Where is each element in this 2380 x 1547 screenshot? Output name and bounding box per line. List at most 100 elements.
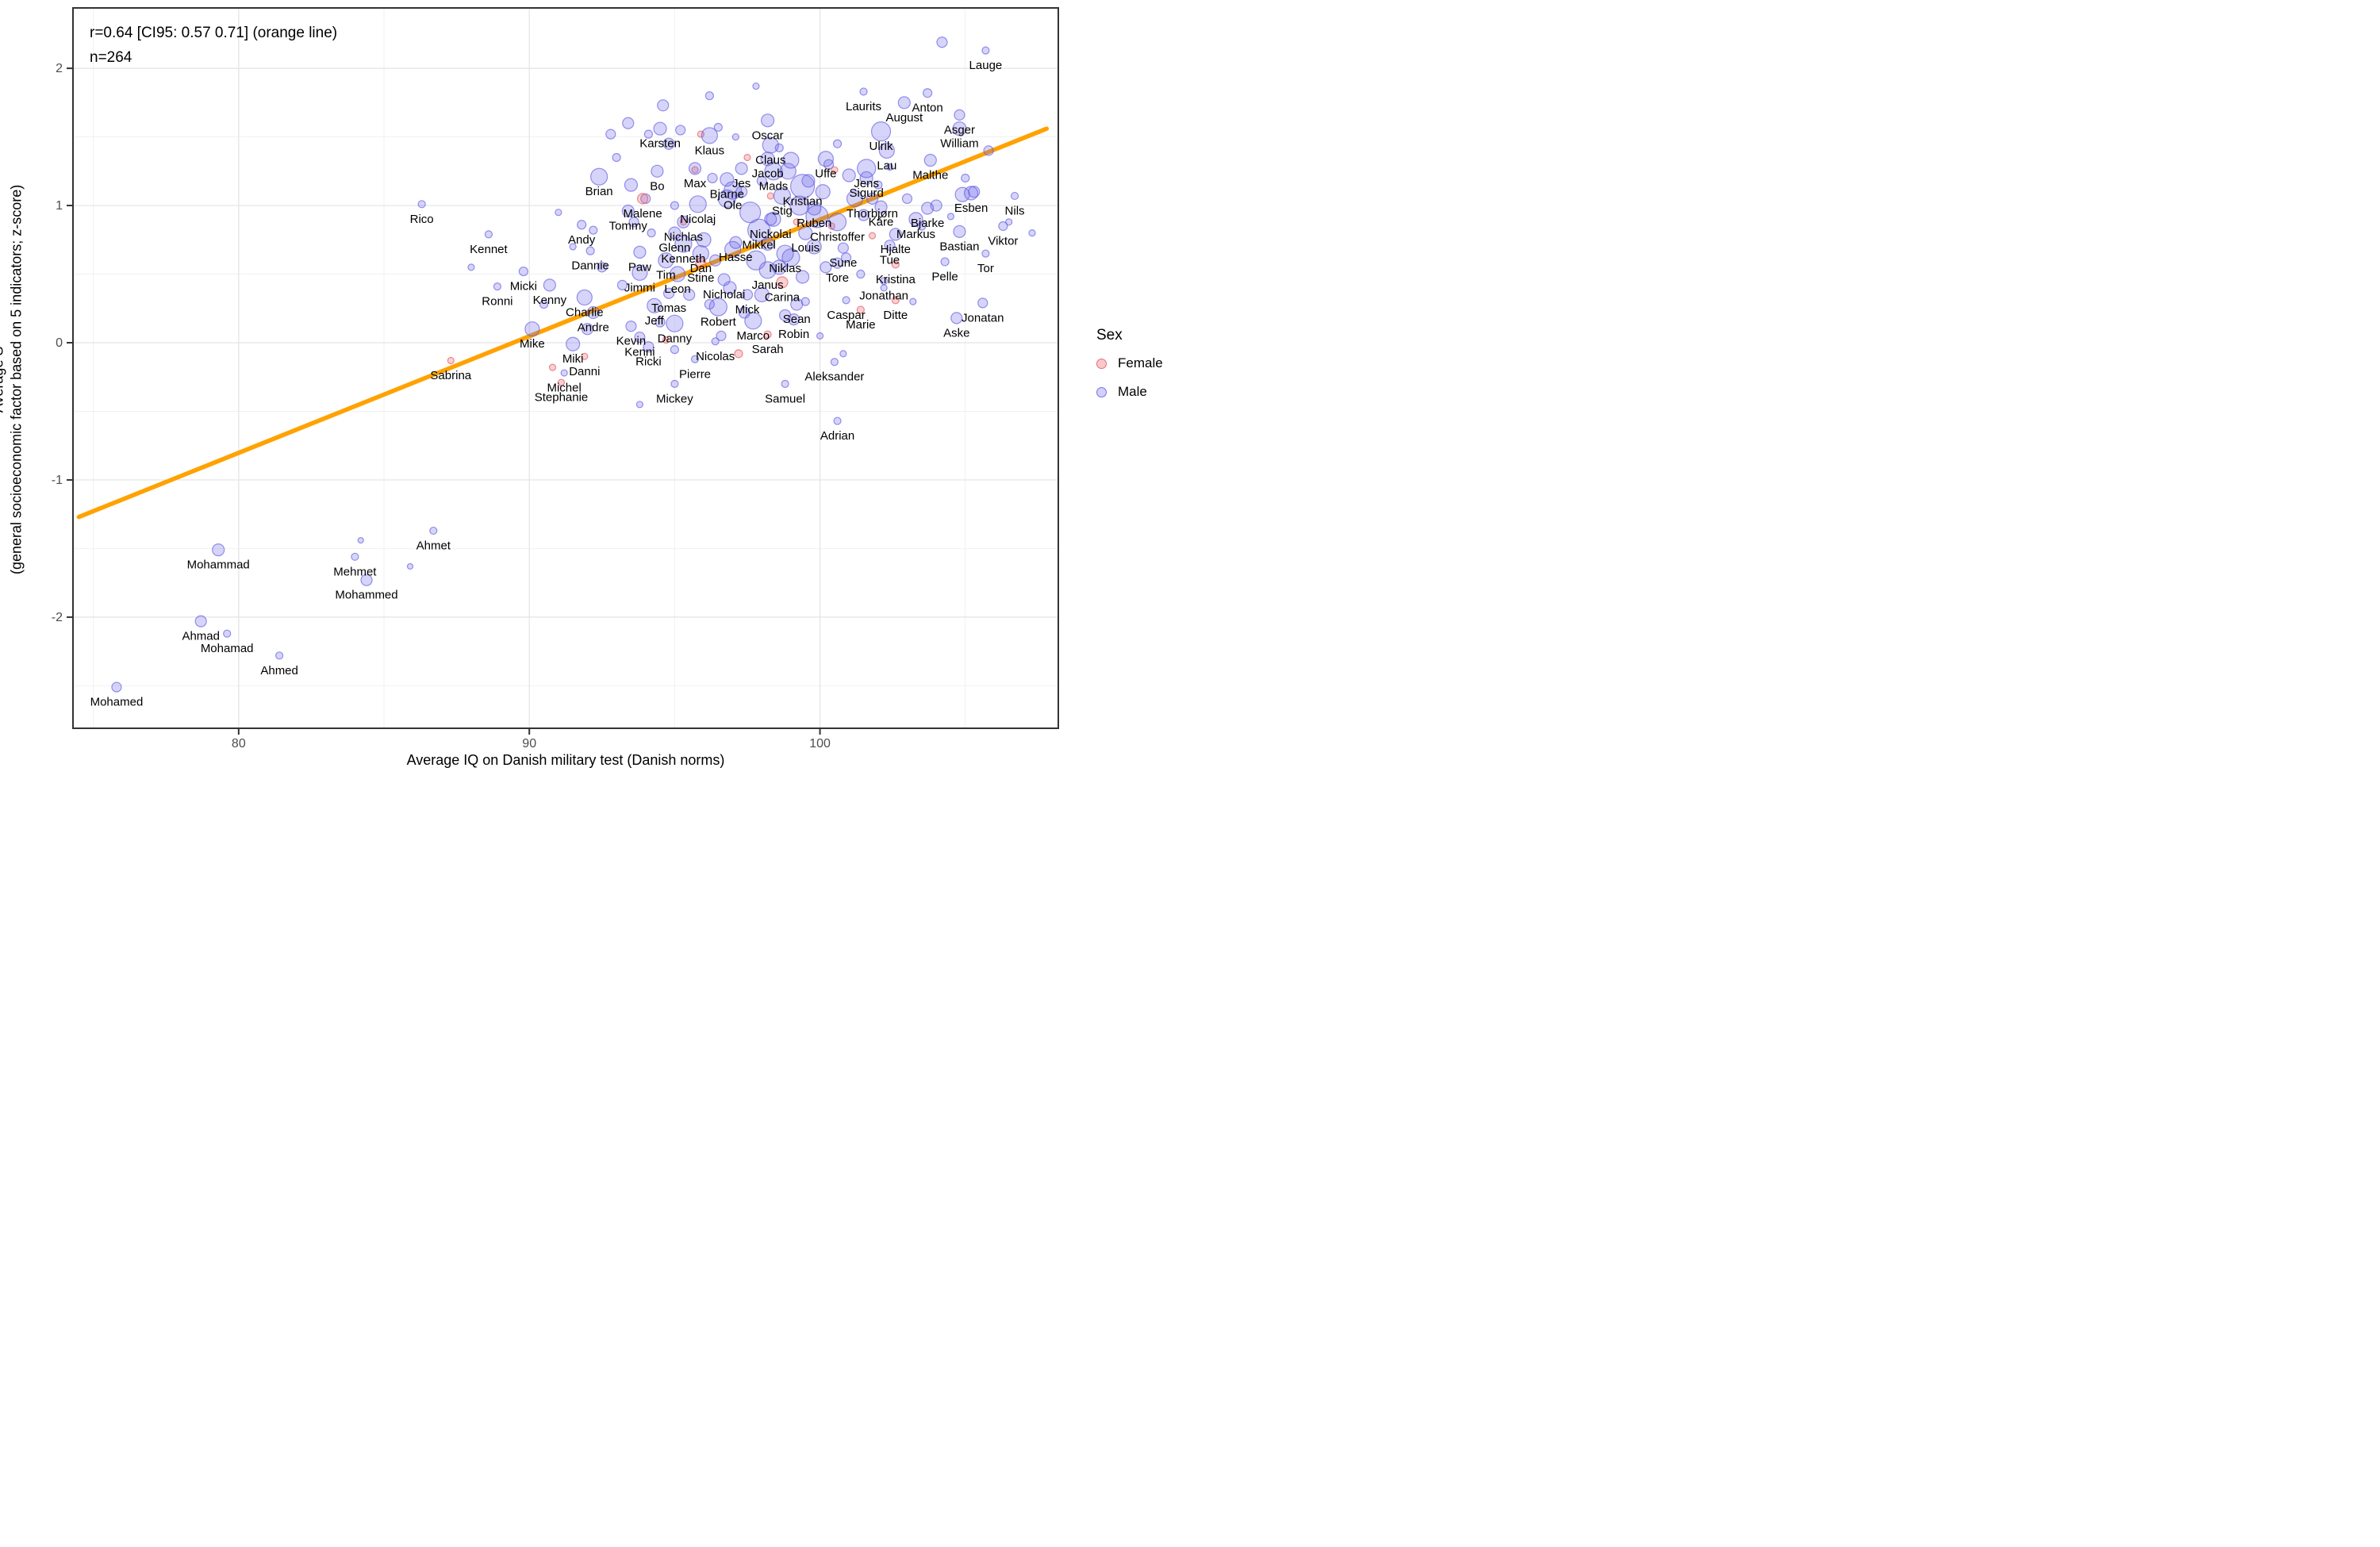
female-data-point <box>868 232 877 240</box>
point-label: Viktor <box>988 234 1018 248</box>
male-data-point <box>662 137 675 150</box>
point-label: Sarah <box>752 343 784 356</box>
point-label: Karsten <box>639 137 681 151</box>
point-label: Aleksander <box>804 370 864 384</box>
point-label: Mohamad <box>201 642 254 655</box>
point-label: Micki <box>510 280 537 294</box>
male-data-point <box>576 289 593 306</box>
male-data-point <box>741 289 754 301</box>
male-data-point <box>729 236 743 249</box>
male-data-point <box>764 213 777 226</box>
male-data-point <box>429 526 438 536</box>
female-data-point <box>662 336 670 344</box>
y-tick-label: 1 <box>56 199 63 213</box>
point-label: Marie <box>846 318 876 332</box>
male-data-point <box>581 323 594 336</box>
male-data-point <box>560 369 568 377</box>
point-label: Sune <box>829 256 857 270</box>
male-data-point <box>760 152 775 167</box>
male-data-point <box>909 298 917 305</box>
point-label: Mohammad <box>187 559 250 572</box>
male-data-point <box>1028 229 1036 237</box>
male-data-point <box>707 172 718 184</box>
male-data-point <box>621 204 635 218</box>
point-label: Bo <box>650 179 664 193</box>
point-label: Sabrina <box>430 369 471 382</box>
point-label: Nicolaj <box>680 213 716 226</box>
male-data-point <box>688 162 702 175</box>
point-label: Tue <box>880 254 900 267</box>
male-data-point <box>631 264 648 281</box>
male-data-point <box>856 269 866 279</box>
male-data-point <box>724 181 743 200</box>
male-data-point <box>859 87 868 96</box>
male-data-point <box>789 195 810 216</box>
female-dot-icon <box>1096 358 1107 369</box>
point-label: Aske <box>943 326 969 340</box>
male-data-point <box>590 167 608 186</box>
male-data-point <box>708 298 727 317</box>
male-data-point <box>779 163 797 180</box>
point-label: Kristian <box>783 194 823 208</box>
point-label: Claus <box>755 153 785 167</box>
point-label: Jacob <box>752 167 784 181</box>
scatter-plot: Lauge Laurits Anton August Asger William Oscar… <box>0 0 1190 774</box>
male-data-point <box>555 209 562 217</box>
male-data-point <box>889 228 902 241</box>
point-label: Esben <box>954 202 988 215</box>
point-label: Robin <box>778 328 809 341</box>
point-label: Dannie <box>571 259 609 273</box>
male-data-point <box>597 262 608 273</box>
point-label: Ditte <box>883 309 908 322</box>
male-data-point <box>717 273 731 286</box>
male-data-point <box>669 266 686 282</box>
female-data-point <box>447 356 455 365</box>
male-data-point <box>870 121 892 142</box>
point-label: Klaus <box>695 144 725 157</box>
male-data-point <box>677 215 690 228</box>
male-data-point <box>921 202 935 215</box>
point-label: Jens <box>854 177 879 190</box>
male-data-point <box>756 175 767 186</box>
point-label: Jonathan <box>859 290 908 303</box>
point-label: Mohammed <box>335 589 397 602</box>
male-data-point <box>524 321 540 337</box>
male-data-point <box>766 211 781 227</box>
male-data-point <box>720 172 735 187</box>
y-tick-label: -2 <box>52 611 63 624</box>
male-data-point <box>752 82 760 90</box>
point-label: Samuel <box>765 392 805 405</box>
male-data-point <box>897 96 911 109</box>
male-data-point <box>566 336 581 351</box>
male-data-point <box>874 200 888 213</box>
female-data-point <box>734 349 743 359</box>
point-label: Ruben <box>797 217 831 230</box>
point-label: Danni <box>569 365 600 378</box>
point-label: Christoffer <box>810 230 865 244</box>
female-data-point <box>856 305 865 314</box>
male-data-point <box>704 91 714 101</box>
male-data-point <box>846 190 864 208</box>
male-data-point <box>880 277 889 286</box>
male-data-point <box>776 244 794 263</box>
point-label: Adrian <box>820 429 854 443</box>
male-data-point <box>683 288 696 301</box>
point-label: Tim <box>656 269 675 282</box>
point-label: Paw <box>628 260 651 274</box>
male-data-point <box>651 164 664 178</box>
male-data-point <box>625 321 637 332</box>
male-data-point <box>668 226 681 240</box>
male-data-point <box>805 205 829 228</box>
point-label: Mehmet <box>333 565 377 578</box>
point-label: Nils <box>1005 204 1025 217</box>
male-data-point <box>690 355 700 363</box>
point-label: Kennet <box>470 243 508 256</box>
point-label: Ahmed <box>260 664 298 678</box>
x-tick-label: 90 <box>522 737 536 750</box>
point-label: Hjalte <box>881 243 911 256</box>
male-data-point <box>666 314 684 332</box>
male-data-point <box>543 278 556 292</box>
male-data-point <box>647 298 662 313</box>
point-label: Tomas <box>651 301 686 315</box>
point-label: Lau <box>877 159 896 172</box>
